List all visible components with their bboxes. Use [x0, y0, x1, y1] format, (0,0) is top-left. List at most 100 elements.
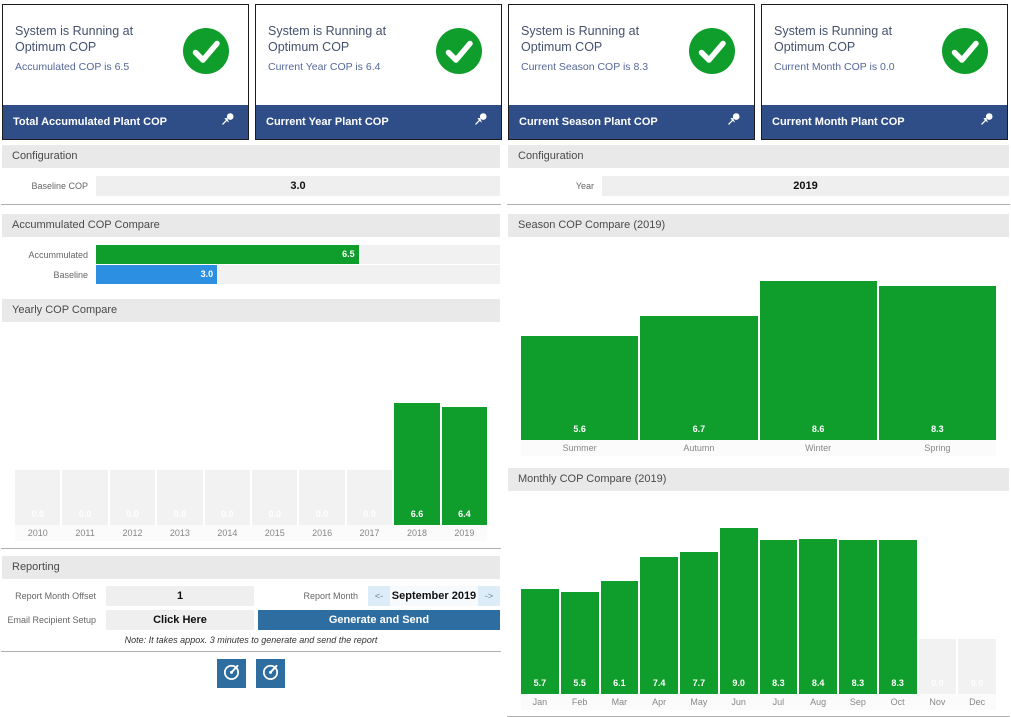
pin-button[interactable] [975, 111, 997, 133]
axis-tick-2012: 2012 [122, 528, 143, 538]
bar-value-label: 0.0 [31, 509, 44, 519]
yearly-cop-compare-column-2015: 0.0 [252, 330, 298, 525]
bar-value-label: 6.7 [692, 424, 706, 434]
configuration-header-right: Configuration [508, 145, 1009, 168]
bar-value-label: 0.0 [78, 509, 92, 519]
monthly-cop-compare-column-Feb: 5.5 [560, 499, 599, 694]
email-recipient-setup-button[interactable]: Click Here [106, 610, 254, 630]
bar-2011: 0.0 [62, 469, 108, 525]
year-input[interactable]: 2019 [602, 176, 1009, 196]
axis-tick-Winter: Winter [805, 443, 832, 453]
bar-value-label: 0.0 [315, 509, 329, 519]
report-month-prev-button[interactable]: <- [368, 586, 390, 606]
bar-Jan: 5.7 [521, 588, 559, 694]
report-month-value[interactable]: September 2019 [390, 586, 478, 606]
season-chart-plot: 5.6 6.7 8.6 8.3 [521, 245, 996, 440]
axis-tick-Jan: Jan [532, 697, 548, 707]
status-card-footer: Current Year Plant COP [256, 105, 501, 139]
reporting-header: Reporting [2, 556, 500, 579]
report-month-offset-input[interactable]: 1 [106, 586, 254, 606]
hbar-Accummulated: 6.5 [96, 245, 359, 264]
axis-tick-2019: 2019 [454, 528, 475, 538]
monthly-cop-compare-column-Aug: 8.4 [799, 499, 837, 694]
monthly-cop-compare-column-May: 7.7 [680, 499, 718, 694]
bar-Apr: 7.4 [640, 557, 678, 694]
configuration-header-left: Configuration [2, 145, 500, 168]
report-month-next-button[interactable]: -> [478, 586, 500, 606]
bar-Mar: 6.1 [600, 581, 639, 694]
year-row: Year 2019 [508, 176, 1009, 196]
axis-tick-Sep: Sep [849, 697, 866, 707]
bar-value-label: 8.3 [891, 678, 904, 688]
bar-Jul: 8.3 [759, 540, 798, 694]
status-card-body: System is Running at Optimum COP Current … [762, 5, 1007, 105]
status-card-4: System is Running at Optimum COP Current … [761, 4, 1008, 140]
hbar-track: 3.0 [96, 265, 500, 284]
monthly-cop-compare-column-Jul: 8.3 [759, 499, 798, 694]
bar-2013: 0.0 [157, 469, 203, 525]
monthly-cop-compare-chart: 5.7 5.5 6.1 7.4 7.7 9.0 8.3 8.4 8.3 8.3 0.0 0.0 Jan… [508, 499, 1009, 710]
bar-value-label: 0.0 [221, 509, 234, 519]
bar-value-label: 8.3 [851, 678, 865, 688]
axis-tick-Feb: Feb [571, 697, 588, 707]
bar-value-label: 8.6 [811, 424, 825, 434]
report-month-selector: <- September 2019 -> [368, 586, 500, 606]
status-card-subtitle: Current Year COP is 6.4 [268, 60, 381, 73]
accumulated-cop-compare-chart: Accummulated 6.5 Baseline 3.0 [2, 245, 500, 284]
yearly-cop-compare-column-2016: 0.0 [299, 330, 345, 525]
yearly-chart-plot: 0.0 0.0 0.0 0.0 0.0 0.0 0.0 0.0 6.6 6.4 [15, 330, 488, 525]
axis-tick-2017: 2017 [359, 528, 380, 538]
divider [1, 548, 501, 549]
right-panel: Configuration Year 2019 Season COP Compa… [506, 145, 1011, 717]
gauge-button-1[interactable] [217, 659, 246, 688]
axis-tick-2014: 2014 [217, 528, 238, 538]
status-card-footer: Current Season Plant COP [509, 105, 754, 139]
bar-value-label: 5.5 [573, 678, 586, 688]
hbar-category-label: Baseline [53, 269, 88, 280]
bar-2018: 6.6 [394, 402, 440, 525]
gauge-button-row [0, 659, 502, 688]
season-cop-compare-column-Autumn: 6.7 [640, 245, 758, 440]
generate-and-send-button[interactable]: Generate and Send [258, 610, 500, 630]
season-cop-compare-column-Summer: 5.6 [521, 245, 639, 440]
status-card-title: System is Running at Optimum COP [15, 24, 134, 55]
bar-value-label: 5.6 [573, 424, 586, 434]
hbar-category-label: Accummulated [28, 249, 88, 260]
status-card-3: System is Running at Optimum COP Current … [508, 4, 755, 140]
season-chart-axis: Summer Autumn Winter Spring [521, 440, 996, 456]
status-card-title: System is Running at Optimum COP [268, 24, 387, 55]
status-card-subtitle: Accumulated COP is 6.5 [15, 60, 130, 73]
status-card-footer-label: Current Month Plant COP [772, 116, 905, 128]
bar-May: 7.7 [680, 551, 718, 694]
bar-Dec: 0.0 [958, 638, 996, 694]
check-circle-icon [435, 27, 483, 75]
pin-button[interactable] [469, 111, 491, 133]
bar-value-label: 6.1 [613, 678, 626, 688]
axis-tick-Nov: Nov [929, 697, 946, 707]
bar-value-label: 0.0 [363, 509, 376, 519]
gauge-button-2[interactable] [256, 659, 285, 688]
monthly-cop-compare-column-Jan: 5.7 [521, 499, 559, 694]
accumulated-compare-header: Accummulated COP Compare [2, 214, 500, 237]
axis-tick-2015: 2015 [264, 528, 285, 538]
pin-button[interactable] [722, 111, 744, 133]
axis-tick-Dec: Dec [969, 697, 986, 707]
bar-2012: 0.0 [109, 469, 156, 525]
gauge-icon [221, 661, 242, 687]
yearly-compare-header: Yearly COP Compare [2, 299, 500, 322]
baseline-cop-input[interactable]: 3.0 [96, 176, 500, 196]
season-cop-compare-column-Spring: 8.3 [878, 245, 996, 440]
status-card-row: System is Running at Optimum COP Accumula… [2, 4, 1008, 140]
year-label: Year [575, 181, 594, 191]
bar-Winter: 8.6 [759, 280, 877, 440]
pin-button[interactable] [216, 111, 238, 133]
bar-value-label: 9.0 [732, 678, 745, 688]
axis-tick-Jul: Jul [772, 697, 785, 707]
yearly-cop-compare-column-2013: 0.0 [157, 330, 203, 525]
season-cop-compare-chart: 5.6 6.7 8.6 8.3 Summer Autumn Winter Spring [508, 245, 1009, 456]
bar-value-label: 0.0 [126, 509, 139, 519]
axis-tick-Oct: Oct [890, 697, 905, 707]
monthly-cop-compare-column-Apr: 7.4 [640, 499, 678, 694]
status-card-footer-label: Current Year Plant COP [266, 116, 389, 128]
bar-2010: 0.0 [15, 469, 61, 525]
